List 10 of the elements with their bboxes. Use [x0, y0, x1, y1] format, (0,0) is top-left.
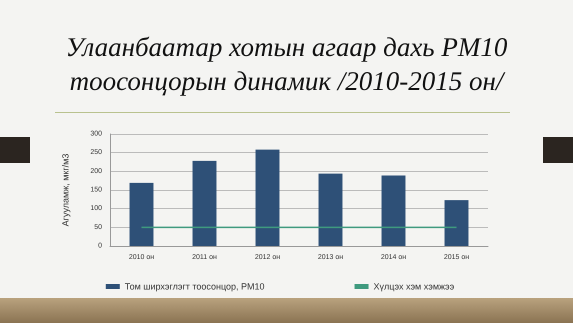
bar [444, 200, 468, 246]
chart-title: Улаанбаатар хотын агаар дахь PM10 тоосонцорын динамик /2010-2015 он/ [64, 31, 508, 98]
bar [382, 175, 406, 246]
y-axis-title: Агууламж, мкг/м3 [60, 154, 70, 226]
bar [256, 150, 280, 246]
bar [192, 160, 216, 246]
bar [130, 182, 154, 246]
bar [318, 174, 342, 246]
legend-label: Том ширхэглэгт тоосонцор, PM10 [124, 282, 265, 292]
legend-label: Хүлцэх хэм хэмжээ [374, 282, 455, 292]
